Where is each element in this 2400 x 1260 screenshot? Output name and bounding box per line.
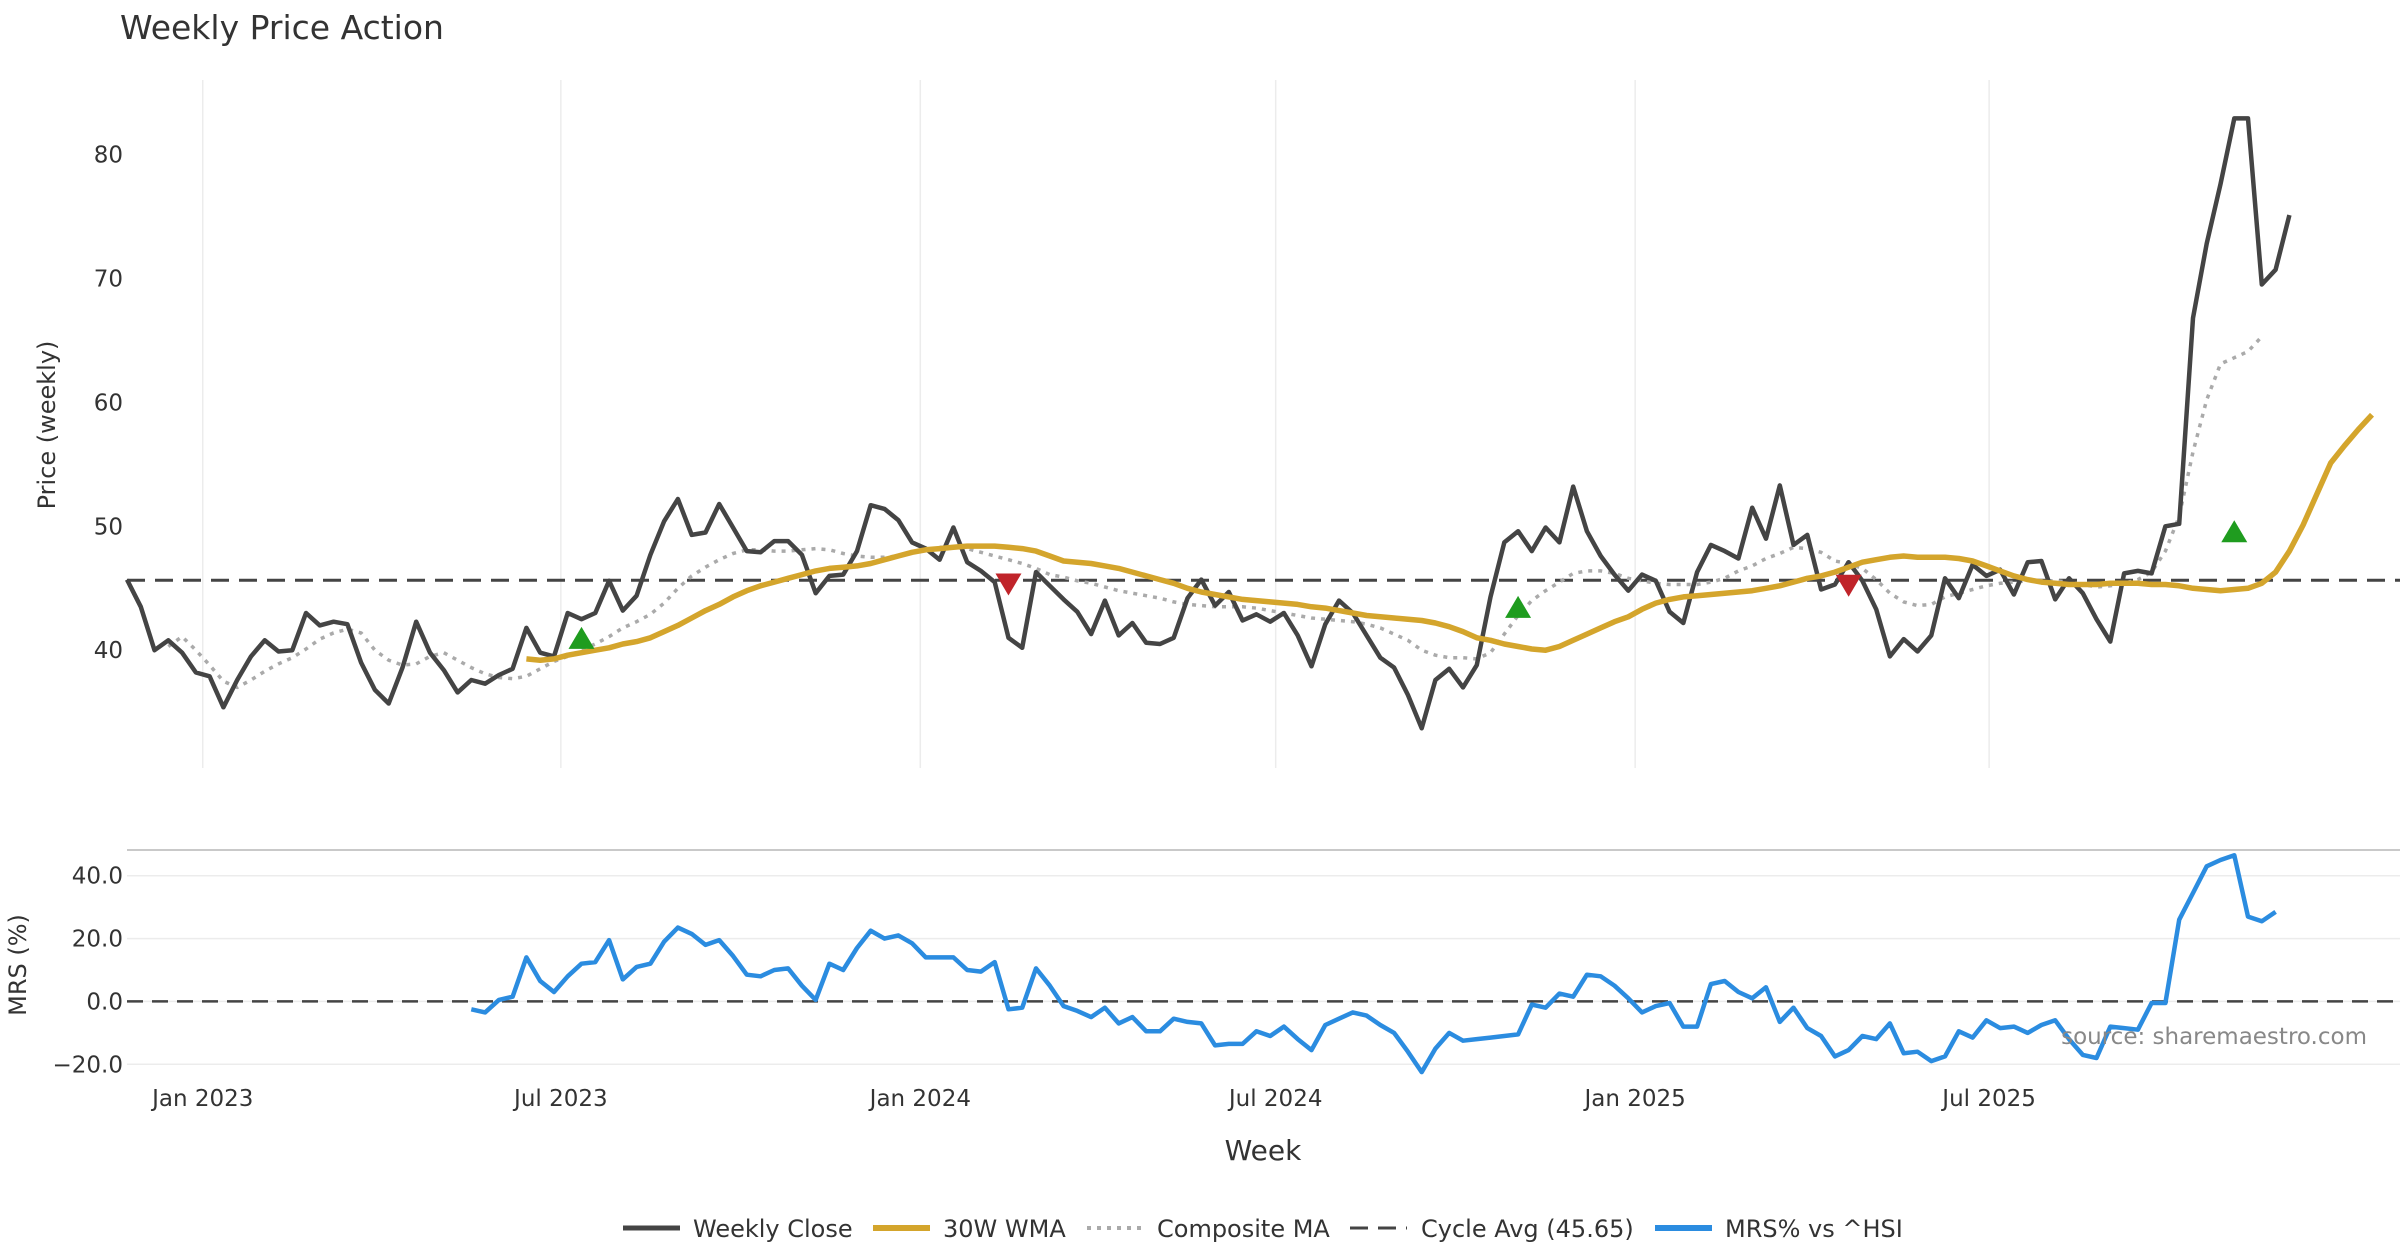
price-series [124,116,2400,731]
mrs-line [470,853,2277,1075]
legend-label-composite-ma: Composite MA [1157,1215,1330,1243]
sell-signal-marker [995,573,1022,596]
price-y-ticks: 40 50 60 70 80 [94,142,123,664]
legend-label-weekly-close: Weekly Close [693,1215,853,1243]
price-panel-gridlines [202,80,1990,768]
mrs-y-tick-label: 0.0 [86,989,123,1015]
x-tick-label: Jan 2024 [868,1086,971,1112]
mrs-series [470,853,2277,1075]
wma-30w-line [526,412,2375,663]
price-y-axis-label: Price (weekly) [33,341,61,510]
mrs-y-tick-label: 20.0 [72,927,123,953]
sell-signal-marker [1835,574,1862,597]
legend-item-weekly-close: Weekly Close [623,1215,853,1243]
price-y-tick-label: 70 [94,266,123,292]
mrs-y-axis-label: MRS (%) [4,914,32,1016]
legend-label-cycle-avg: Cycle Avg (45.65) [1421,1215,1634,1243]
mrs-y-tick-label: 40.0 [72,864,123,890]
x-tick-label: Jul 2024 [1227,1086,1323,1112]
legend-label-mrs: MRS% vs ^HSI [1725,1215,1903,1243]
source-note: source: sharemaestro.com [2061,1024,2367,1050]
price-y-tick-label: 80 [94,142,123,168]
price-y-tick-label: 60 [94,390,123,416]
legend-item-30w-wma: 30W WMA [873,1215,1066,1243]
price-y-tick-label: 50 [94,514,123,540]
legend-item-composite-ma: Composite MA [1087,1215,1330,1243]
mrs-y-ticks: −20.0 0.0 20.0 40.0 [53,864,123,1079]
x-tick-label: Jul 2025 [1940,1086,2036,1112]
legend-item-mrs: MRS% vs ^HSI [1655,1215,1903,1243]
x-tick-label: Jan 2023 [150,1086,253,1112]
x-tick-label: Jan 2025 [1582,1086,1685,1112]
buy-signal-marker [568,626,595,649]
buy-signal-marker [2221,520,2248,543]
signal-markers [568,520,2248,649]
composite-ma-line [167,335,2264,690]
price-y-tick-label: 40 [94,638,123,664]
legend-label-30w-wma: 30W WMA [943,1215,1066,1243]
chart-title: Weekly Price Action [120,8,444,47]
x-ticks: Jan 2023 Jul 2023 Jan 2024 Jul 2024 Jan 2025… [150,1086,2036,1112]
legend: Weekly Close 30W WMA Composite MA Cycle … [623,1215,1903,1243]
buy-signal-marker [1505,595,1532,618]
mrs-panel-gridlines [127,874,2400,1066]
mrs-y-tick-label: −20.0 [53,1052,123,1078]
x-axis-label: Week [1225,1134,1302,1167]
x-tick-label: Jul 2023 [512,1086,608,1112]
weekly-close-line [124,116,2292,731]
legend-item-cycle-avg: Cycle Avg (45.65) [1350,1215,1634,1243]
